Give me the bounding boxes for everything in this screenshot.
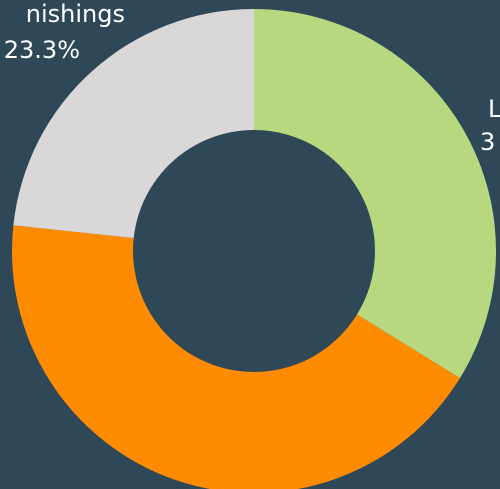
slices-group: [12, 9, 497, 489]
donut-slice-2: [13, 9, 254, 239]
labels-group: L 3 nishings 23.3%: [4, 0, 500, 156]
donut-slice-1: [12, 225, 460, 489]
slice-label-furnishings-name: nishings: [26, 0, 125, 28]
slice-label-first-value: 3: [480, 128, 495, 156]
slice-label-furnishings-value: 23.3%: [4, 36, 80, 64]
donut-slice-0: [254, 9, 497, 379]
slice-label-first-name: L: [488, 95, 500, 123]
